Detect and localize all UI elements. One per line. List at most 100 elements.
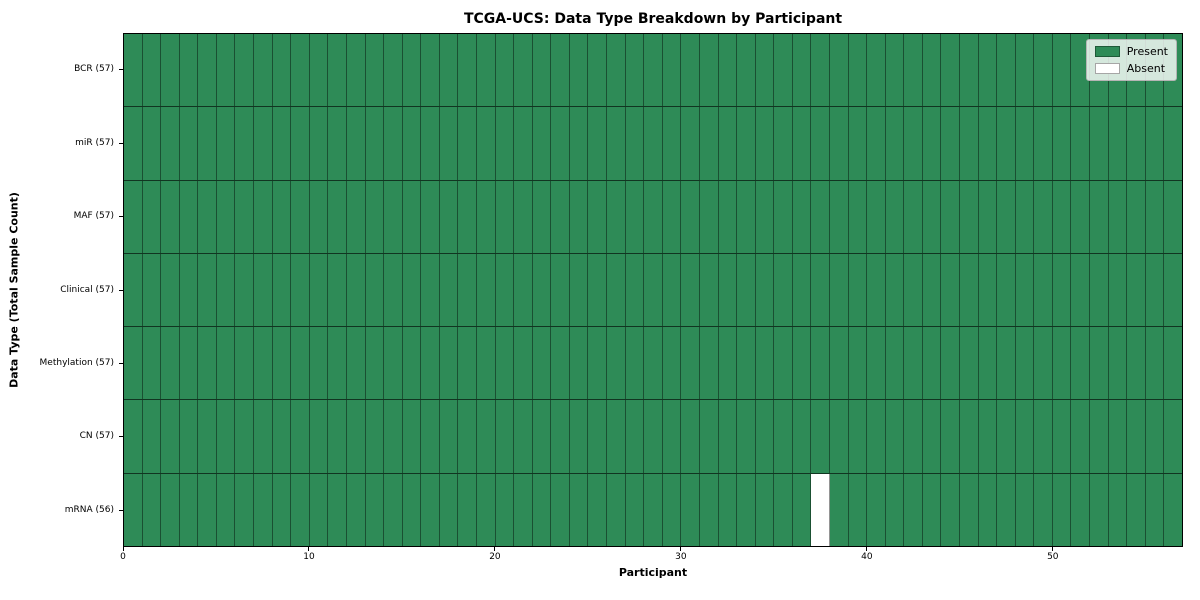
heatmap-cell: [607, 107, 626, 180]
heatmap-cell: [792, 107, 812, 180]
heatmap-cell: [829, 473, 849, 546]
heatmap-cell: [216, 34, 236, 107]
heatmap-cell: [161, 107, 180, 180]
heatmap-cell: [142, 253, 162, 327]
heatmap-cell: [997, 107, 1016, 180]
heatmap-cell: [532, 400, 552, 473]
heatmap-cell: [272, 253, 292, 327]
heatmap-cell: [885, 473, 905, 546]
heatmap-cell: [346, 253, 366, 327]
heatmap-cell: [384, 107, 403, 180]
heatmap-cell: [699, 107, 719, 180]
heatmap-cell: [1127, 180, 1146, 253]
heatmap-cell: [607, 253, 626, 327]
heatmap-cell: [551, 253, 570, 327]
heatmap-cell: [662, 180, 682, 253]
heatmap-cell: [662, 327, 682, 400]
y-tick-label: mRNA (56): [64, 504, 114, 515]
heatmap-cell: [142, 107, 162, 180]
heatmap-cell: [1071, 180, 1091, 253]
legend-entry-present: Present: [1094, 45, 1168, 58]
x-tick-mark: [680, 547, 682, 551]
heatmap-cell: [644, 34, 663, 107]
heatmap-cell: [978, 34, 998, 107]
heatmap-cell: [161, 253, 180, 327]
heatmap-cell: [532, 34, 552, 107]
heatmap-cell: [718, 180, 738, 253]
heatmap-cell: [1127, 327, 1146, 400]
heatmap-cell: [439, 34, 459, 107]
heatmap-cell: [309, 253, 329, 327]
heatmap-cell: [179, 34, 199, 107]
x-tick-label: 50: [1047, 552, 1059, 562]
heatmap-cell: [551, 107, 570, 180]
heatmap-cell: [774, 473, 793, 546]
heatmap-cell: [774, 253, 793, 327]
heatmap-cell: [198, 34, 217, 107]
absent-swatch: [1094, 63, 1120, 74]
heatmap-cell: [216, 253, 236, 327]
heatmap-cell: [198, 473, 217, 546]
heatmap-cell: [291, 34, 310, 107]
heatmap-cell: [848, 327, 868, 400]
heatmap-cell: [1034, 327, 1053, 400]
heatmap-cell: [662, 34, 682, 107]
heatmap-cell: [124, 107, 143, 180]
heatmap-cell: [402, 400, 422, 473]
heatmap-cell: [867, 400, 886, 473]
heatmap-cell: [514, 400, 533, 473]
heatmap-cell: [662, 400, 682, 473]
heatmap-cell: [829, 327, 849, 400]
heatmap-cell: [792, 34, 812, 107]
heatmap-cell: [997, 473, 1016, 546]
heatmap-cell: [1052, 107, 1072, 180]
y-tick-label: miR (57): [75, 137, 114, 148]
heatmap-cell: [1071, 107, 1091, 180]
heatmap-cell: [681, 473, 700, 546]
heatmap-cell: [644, 473, 663, 546]
heatmap-cell: [718, 107, 738, 180]
heatmap-cell: [476, 400, 496, 473]
heatmap-cell: [699, 34, 719, 107]
heatmap-cell: [848, 180, 868, 253]
heatmap-cell: [458, 473, 477, 546]
heatmap-cell: [365, 253, 385, 327]
heatmap-cell: [737, 327, 756, 400]
heatmap-cell: [216, 400, 236, 473]
heatmap-cell: [179, 473, 199, 546]
heatmap-cell: [365, 400, 385, 473]
heatmap-cell: [960, 400, 979, 473]
heatmap-cell: [885, 180, 905, 253]
heatmap-cell: [755, 400, 775, 473]
heatmap-cell: [569, 327, 589, 400]
heatmap-cell: [421, 253, 440, 327]
heatmap-cell: [1034, 253, 1053, 327]
heatmap-cell: [142, 34, 162, 107]
heatmap-cell: [774, 107, 793, 180]
heatmap-cell: [755, 253, 775, 327]
heatmap-cell: [514, 253, 533, 327]
heatmap-cell: [792, 473, 812, 546]
heatmap-cell: [1015, 253, 1035, 327]
heatmap-cell: [421, 107, 440, 180]
heatmap-cell: [588, 253, 608, 327]
heatmap-cell: [644, 180, 663, 253]
heatmap-cell: [1052, 180, 1072, 253]
heatmap-cell: [904, 34, 923, 107]
heatmap-cell: [328, 107, 347, 180]
heatmap-cell: [588, 473, 608, 546]
legend-label-present: Present: [1126, 45, 1168, 58]
heatmap-cell: [978, 473, 998, 546]
heatmap-cell: [625, 327, 645, 400]
heatmap-cell: [384, 180, 403, 253]
heatmap-cell: [737, 473, 756, 546]
heatmap-cell: [254, 253, 273, 327]
heatmap-cell: [885, 400, 905, 473]
x-tick-label: 40: [861, 552, 873, 562]
heatmap-cell: [867, 253, 886, 327]
heatmap-cell: [384, 34, 403, 107]
heatmap-cell: [198, 107, 217, 180]
heatmap-cell: [960, 253, 979, 327]
heatmap-cell: [1127, 253, 1146, 327]
heatmap-cell: [997, 327, 1016, 400]
